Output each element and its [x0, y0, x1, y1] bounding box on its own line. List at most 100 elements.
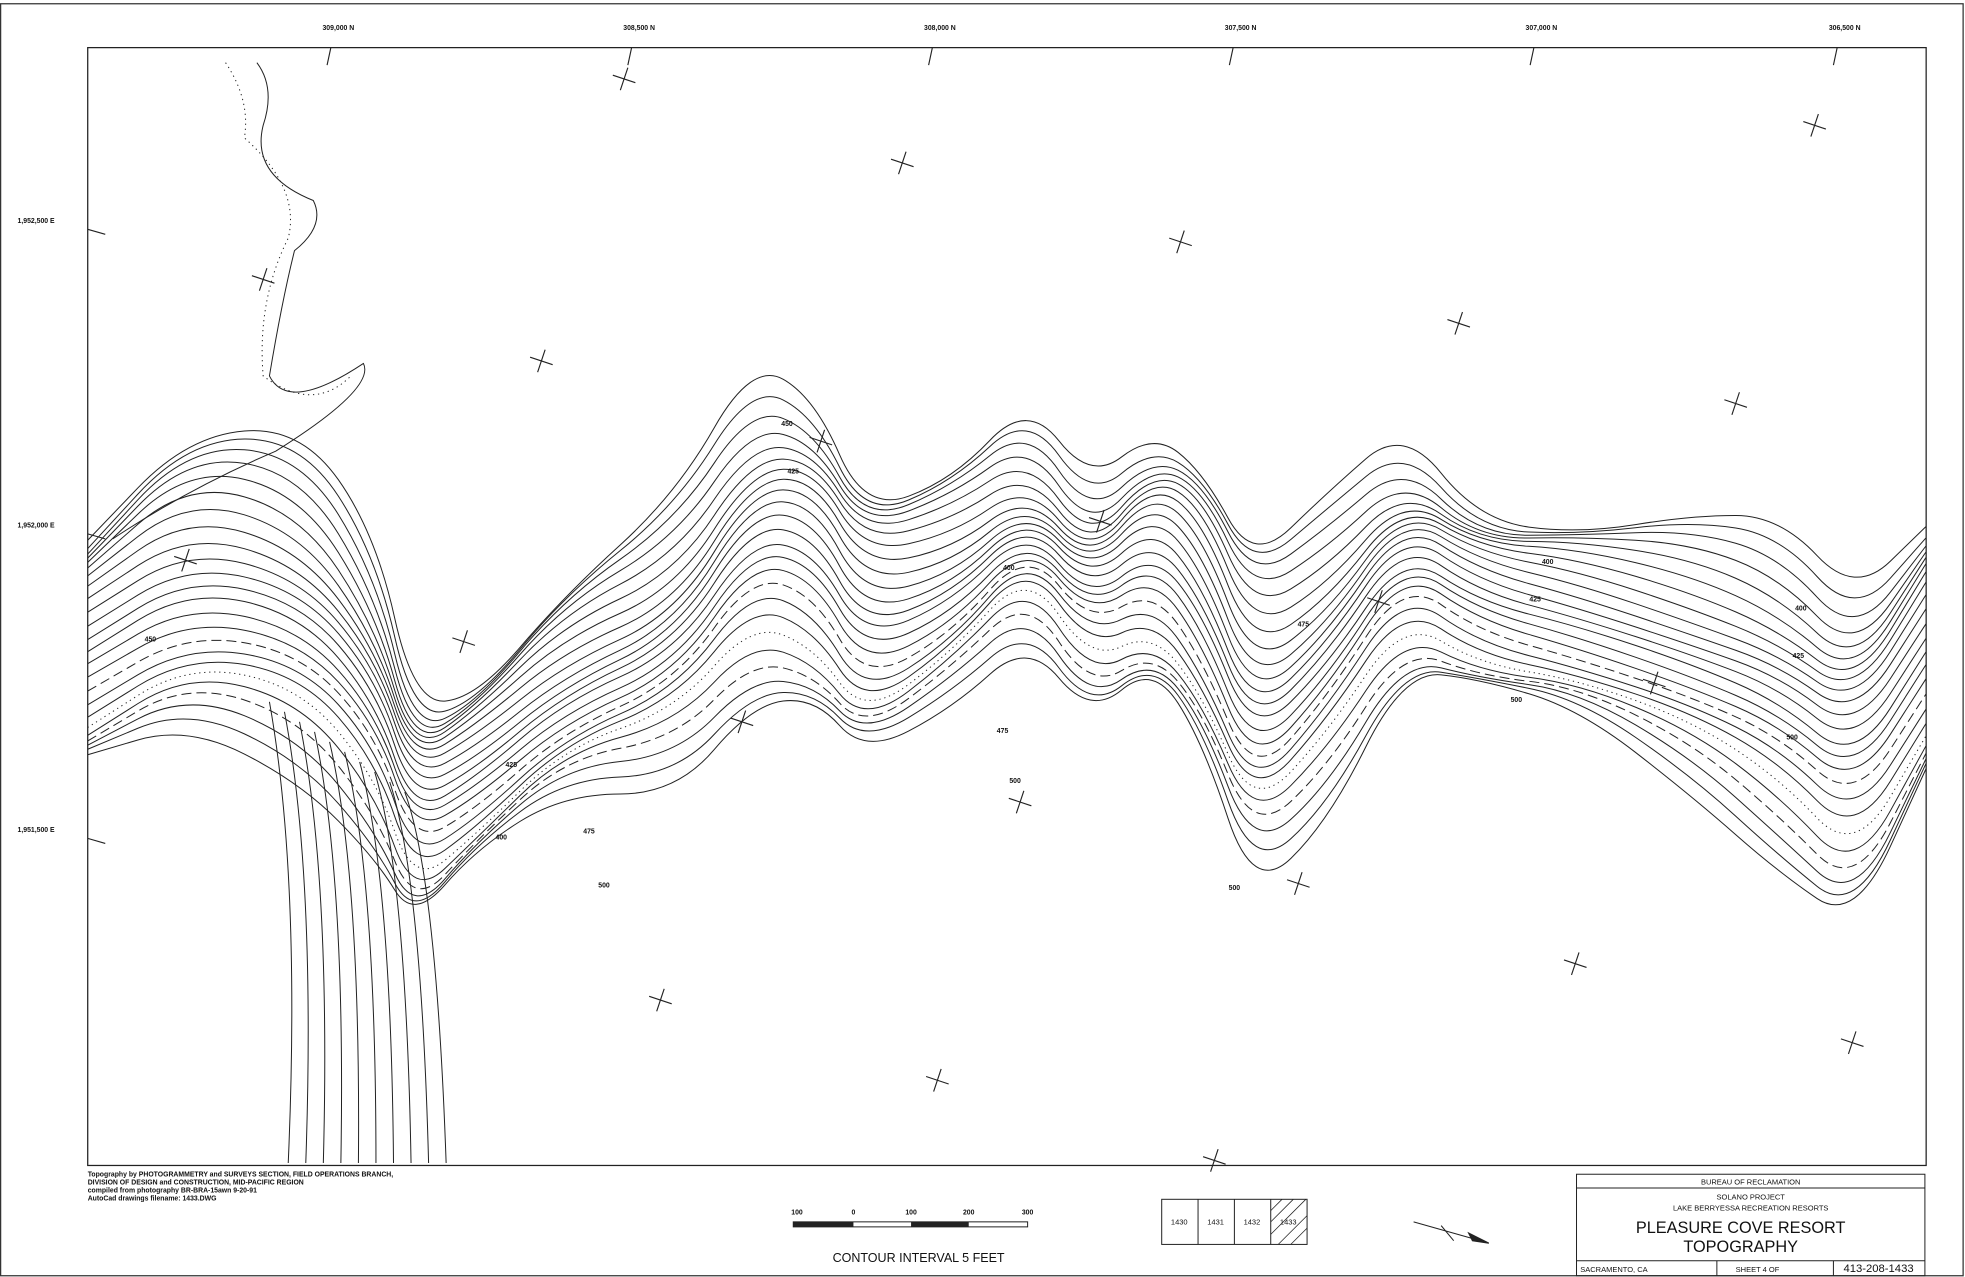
contour-line: [87, 478, 1927, 750]
project: SOLANO PROJECT: [1717, 1192, 1786, 1201]
grid-cross: [1570, 952, 1580, 976]
contour-line: [87, 573, 1927, 845]
contour-label: 475: [583, 828, 595, 835]
grid-label-top: 308,500 N: [623, 25, 655, 32]
credit-line: Topography by PHOTOGRAMMETRY and SURVEYS…: [88, 1172, 394, 1179]
contour-line: [87, 501, 1927, 768]
grid-cross: [459, 630, 468, 654]
grid-label-top: 306,500 N: [1829, 25, 1861, 32]
grid-tick: [326, 47, 332, 66]
stream-line: [112, 62, 366, 540]
scale-label: 100: [905, 1209, 917, 1216]
location: SACRAMENTO, CA: [1580, 1265, 1647, 1274]
contour-line: [87, 528, 1927, 790]
program: LAKE BERRYESSA RECREATION RESORTS: [1673, 1204, 1828, 1213]
grid-tick: [1832, 47, 1838, 66]
scale-bar: [792, 1221, 1029, 1228]
contour-line: [344, 751, 377, 1163]
grid-cross: [537, 349, 546, 373]
grid-label-top: 308,000 N: [924, 25, 956, 32]
contour-line: [87, 657, 1927, 906]
grid-crosses: [174, 67, 1864, 1172]
grid-cross: [1731, 392, 1740, 415]
grid-cross: [1096, 509, 1105, 533]
contour-line: [87, 432, 1927, 728]
contour-line: [268, 701, 293, 1163]
contour-line: [87, 514, 1927, 779]
contour-line: [87, 643, 1927, 902]
contour-label: 500: [1009, 778, 1021, 785]
sheet-index-label: 1431: [1207, 1217, 1224, 1226]
contour-line: [329, 741, 360, 1163]
grid-tick: [1228, 47, 1234, 66]
contour-label: 400: [1795, 605, 1807, 612]
title-block: [1576, 1173, 1926, 1277]
contour-label: 475: [997, 728, 1009, 735]
grid-cross: [1810, 113, 1819, 137]
grid-tick: [627, 47, 633, 66]
stream-line: [225, 62, 352, 396]
grid-cross: [1294, 872, 1303, 895]
north-arrow: [1413, 1221, 1490, 1244]
contour-label: 425: [1529, 597, 1541, 604]
labels: 309,000 N 308,500 N 308,000 N 307,500 N 307,…: [18, 25, 1861, 1226]
grid-label-left: 1,952,500 E: [18, 218, 55, 225]
grid-cross: [1847, 1031, 1857, 1055]
grid-tick: [87, 837, 106, 844]
grid-label-top: 307,500 N: [1225, 25, 1257, 32]
grid-cross: [1176, 230, 1185, 254]
grid-cross: [181, 548, 190, 572]
grid-cross: [1015, 790, 1025, 814]
grid-label-left: 1,951,500 E: [18, 827, 55, 834]
sheet-border: [0, 3, 1964, 1277]
grid-cross: [1454, 311, 1464, 335]
grid-tick: [87, 228, 106, 235]
grid-cross: [1649, 671, 1659, 695]
credit-line: DIVISION OF DESIGN and CONSTRUCTION, MID…: [88, 1180, 304, 1187]
contour-label: 500: [598, 882, 610, 889]
grid-label-top: 307,000 N: [1526, 25, 1558, 32]
contour-line: [87, 415, 1927, 722]
contour-label: 500: [1511, 697, 1523, 704]
grid-cross: [898, 151, 907, 175]
contour-label: 400: [496, 835, 508, 842]
contour-line: [314, 731, 343, 1163]
contour-line: [87, 628, 1927, 897]
contour-line: [87, 566, 1927, 832]
contour-label: 500: [1229, 885, 1241, 892]
contour-line: [299, 721, 326, 1163]
credit-line: compiled from photography BR-BRA-15awn 9…: [88, 1188, 257, 1195]
sheet-number: SHEET 4 OF: [1736, 1265, 1780, 1274]
contour-line: [87, 580, 1927, 858]
contour-line: [87, 375, 1927, 702]
drawing-subtitle: TOPOGRAPHY: [1683, 1238, 1798, 1256]
grid-label-left: 1,952,000 E: [18, 523, 55, 530]
contour-line: [389, 781, 430, 1163]
contour-label: 425: [506, 762, 518, 769]
contour-label: 450: [781, 421, 793, 428]
sheet-index-label: 1433: [1280, 1217, 1297, 1226]
grid-tick: [928, 47, 933, 66]
contour-line: [87, 552, 1927, 810]
drawing-number: 413-208-1433: [1843, 1263, 1913, 1275]
grid-cross: [933, 1068, 942, 1092]
grid-cross: [737, 710, 747, 734]
scale-label: 200: [963, 1209, 975, 1216]
contour-label: 450: [145, 637, 157, 644]
contour-line: [374, 771, 412, 1163]
contour-label: 475: [1298, 622, 1310, 629]
agency: BUREAU OF RECLAMATION: [1701, 1177, 1800, 1186]
contour-label: 400: [1003, 565, 1015, 572]
contour-label: 425: [1793, 653, 1805, 660]
contour-line: [87, 468, 1927, 744]
contour-line: [87, 613, 1927, 890]
credit-line: AutoCad drawings filename: 1433.DWG: [88, 1195, 217, 1202]
contour-interval: CONTOUR INTERVAL 5 FEET: [833, 1251, 1005, 1265]
sheet-index-label: 1430: [1171, 1217, 1188, 1226]
contour-label: 500: [1786, 734, 1798, 741]
contour-line: [87, 396, 1927, 713]
drawing-title: PLEASURE COVE RESORT: [1636, 1219, 1846, 1237]
scale-label: 300: [1022, 1209, 1034, 1216]
grid-cross: [1374, 590, 1383, 613]
